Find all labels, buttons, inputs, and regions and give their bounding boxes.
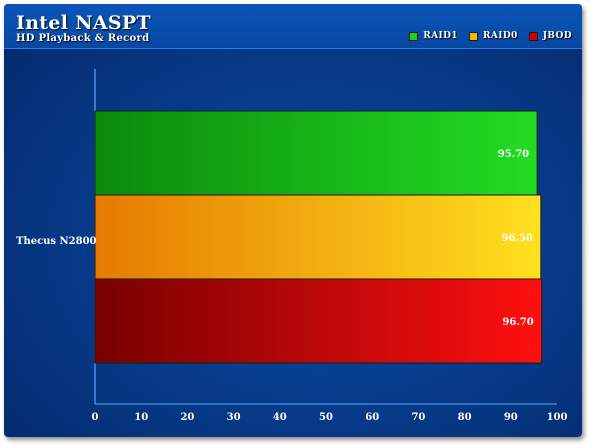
legend-item-raid0: RAID0 — [468, 31, 518, 41]
bar-raid0 — [94, 194, 542, 280]
legend-item-jbod: JBOD — [528, 31, 572, 41]
category-label: Thecus N2800 — [16, 236, 97, 247]
chart-title: Intel NASPT — [16, 12, 151, 34]
legend-swatch-raid1 — [409, 31, 419, 41]
value-label-raid1: 95.70 — [498, 149, 529, 160]
x-tick-label: 0 — [92, 412, 99, 423]
x-tick-label: 100 — [547, 412, 568, 423]
value-label-jbod: 96.70 — [502, 317, 533, 328]
x-tick-label: 70 — [411, 412, 425, 423]
bar-jbod — [94, 278, 543, 364]
bar-chart: 95.70 96.50 96.70 0 10 20 30 40 50 60 70 80 90 100 T… — [16, 69, 568, 423]
x-tick-label: 60 — [365, 412, 379, 423]
chart-subtitle: HD Playback & Record — [16, 33, 150, 44]
x-tick-label: 80 — [458, 412, 472, 423]
x-tick-label: 20 — [180, 412, 194, 423]
x-tick-label: 50 — [319, 412, 333, 423]
x-tick-label: 30 — [227, 412, 241, 423]
legend-label-raid1: RAID1 — [423, 31, 458, 41]
header-divider — [4, 48, 582, 49]
legend-label-raid0: RAID0 — [482, 31, 518, 41]
chart-frame: Intel NASPT HD Playback & Record RAID1 R… — [4, 4, 582, 437]
header-band — [4, 4, 582, 48]
legend-item-raid1: RAID1 — [409, 31, 458, 41]
bars-group — [94, 110, 543, 364]
legend-swatch-raid0 — [468, 31, 478, 41]
x-tick-label: 10 — [134, 412, 148, 423]
x-ticks-group: 0 10 20 30 40 50 60 70 80 90 100 — [92, 412, 568, 423]
legend-label-jbod: JBOD — [542, 31, 572, 41]
x-tick-label: 40 — [273, 412, 287, 423]
legend: RAID1 RAID0 JBOD — [409, 31, 572, 41]
legend-swatch-jbod — [528, 31, 538, 41]
x-tick-label: 90 — [504, 412, 518, 423]
value-labels-group: 95.70 96.50 96.70 — [498, 149, 534, 328]
bar-raid1 — [94, 110, 538, 196]
value-label-raid0: 96.50 — [502, 233, 533, 244]
